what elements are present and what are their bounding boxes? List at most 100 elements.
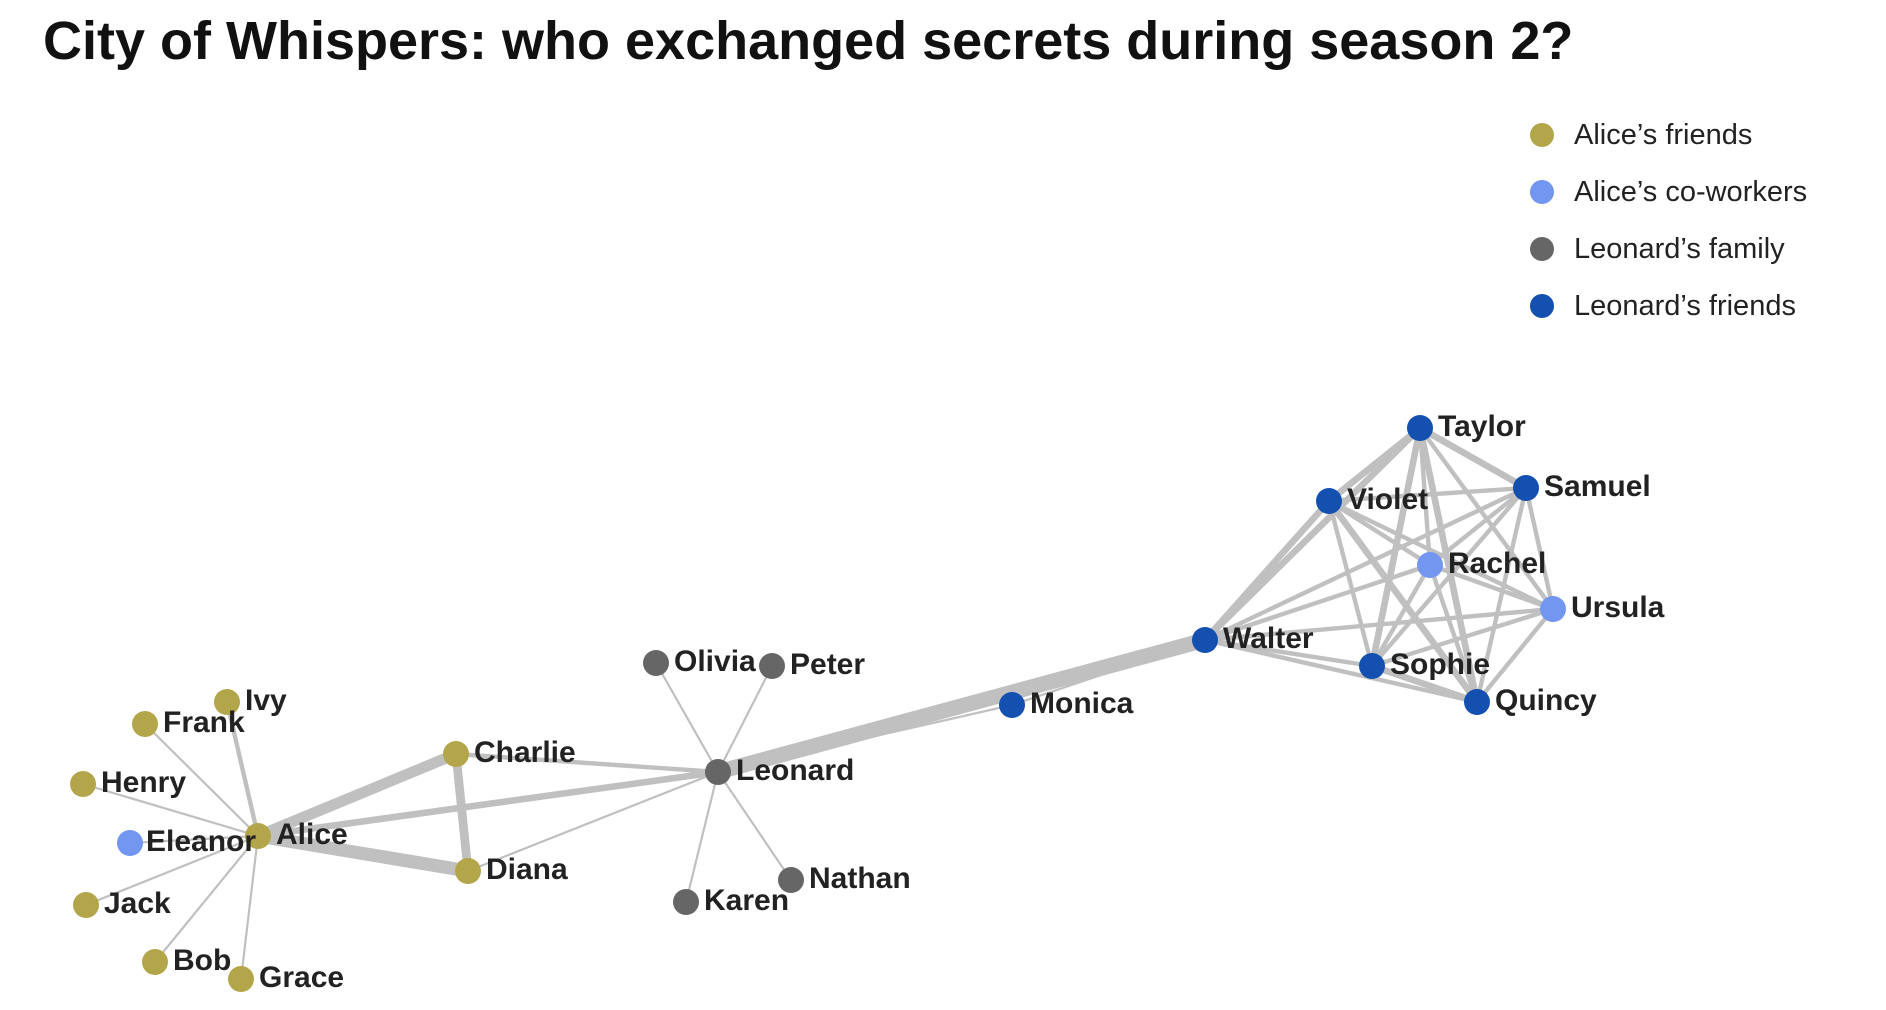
edge-rachel-sophie: [1369, 562, 1433, 669]
edge-leonard-nathan: [716, 770, 793, 882]
edge-alice-diana: [251, 829, 475, 878]
node-olivia: [643, 650, 669, 676]
edge-diana-leonard: [466, 770, 720, 873]
legend-item: Leonard’s friends: [1530, 286, 1796, 326]
edge-rachel-ursula: [1427, 562, 1556, 612]
legend-item: Alice’s co-workers: [1530, 172, 1807, 212]
edge-taylor-quincy: [1416, 424, 1481, 706]
node-label-rachel: Rachel: [1448, 547, 1546, 580]
node-label-nathan: Nathan: [809, 862, 911, 895]
edge-alice-frank: [143, 722, 260, 838]
edge-alice-jack: [84, 834, 260, 907]
node-label-quincy: Quincy: [1495, 684, 1597, 717]
edge-alice-bob: [153, 834, 260, 964]
legend-label: Leonard’s family: [1574, 232, 1785, 265]
nodes-layer: [70, 415, 1566, 992]
edge-samuel-sophie: [1369, 485, 1529, 669]
legend-swatch: [1530, 123, 1554, 147]
edge-sophie-quincy: [1368, 662, 1481, 706]
legend-swatch: [1530, 294, 1554, 318]
edge-samuel-quincy: [1474, 485, 1529, 705]
legend-item: Leonard’s family: [1530, 229, 1785, 269]
edge-alice-charlie: [252, 748, 462, 842]
node-samuel: [1513, 475, 1539, 501]
edge-charlie-diana: [451, 749, 473, 876]
node-ursula: [1540, 596, 1566, 622]
edge-taylor-samuel: [1416, 424, 1530, 492]
node-label-violet: Violet: [1347, 483, 1428, 516]
node-alice: [245, 823, 271, 849]
node-grace: [228, 966, 254, 992]
edge-alice-ivy: [224, 699, 261, 839]
node-label-peter: Peter: [790, 648, 865, 681]
edge-leonard-karen: [684, 770, 720, 904]
node-ivy: [214, 689, 240, 715]
node-label-diana: Diana: [486, 853, 568, 886]
node-quincy: [1464, 689, 1490, 715]
node-label-walter: Walter: [1223, 622, 1314, 655]
node-bob: [142, 949, 168, 975]
edge-violet-sophie: [1326, 498, 1375, 669]
legend-label: Leonard’s friends: [1574, 289, 1796, 322]
edge-ursula-quincy: [1474, 606, 1556, 705]
edges-layer: [81, 424, 1556, 981]
edge-leonard-walter: [710, 632, 1213, 780]
node-violet: [1316, 488, 1342, 514]
edge-alice-henry: [81, 782, 260, 838]
edge-violet-samuel: [1326, 485, 1529, 504]
node-label-alice: Alice: [276, 818, 348, 851]
node-charlie: [443, 741, 469, 767]
node-label-charlie: Charlie: [474, 736, 576, 769]
node-peter: [759, 653, 785, 679]
node-jack: [73, 892, 99, 918]
node-label-grace: Grace: [259, 961, 344, 994]
edge-taylor-sophie: [1368, 424, 1424, 670]
edge-samuel-ursula: [1523, 485, 1556, 612]
legend-item: Alice’s friends: [1530, 115, 1752, 155]
edge-violet-quincy: [1325, 497, 1481, 706]
node-henry: [70, 771, 96, 797]
edge-leonard-monica: [716, 703, 1014, 774]
node-label-taylor: Taylor: [1438, 410, 1526, 443]
node-diana: [455, 858, 481, 884]
labels-layer: Alice Bob Charlie Diana Eleanor Frank Grace Hen…: [101, 410, 1665, 994]
legend-label: Alice’s friends: [1574, 118, 1753, 151]
node-label-frank: Frank: [163, 706, 245, 739]
node-label-leonard: Leonard: [736, 754, 854, 787]
edge-taylor-violet: [1325, 424, 1424, 505]
edge-charlie-leonard: [453, 751, 721, 775]
node-label-olivia: Olivia: [674, 645, 756, 678]
node-rachel: [1417, 552, 1443, 578]
node-eleanor: [117, 830, 143, 856]
node-label-samuel: Samuel: [1544, 470, 1651, 503]
node-leonard: [705, 759, 731, 785]
node-label-bob: Bob: [173, 944, 231, 977]
node-karen: [673, 889, 699, 915]
edge-samuel-rachel: [1427, 485, 1529, 568]
edge-leonard-peter: [716, 664, 774, 774]
node-label-sophie: Sophie: [1390, 648, 1490, 681]
node-monica: [999, 692, 1025, 718]
node-label-ursula: Ursula: [1571, 591, 1665, 624]
node-sophie: [1359, 653, 1385, 679]
legend-swatch: [1530, 180, 1554, 204]
edge-leonard-olivia: [654, 661, 720, 774]
node-label-ivy: Ivy: [245, 684, 287, 717]
edge-walter-monica: [1010, 638, 1207, 707]
edge-walter-samuel: [1202, 485, 1529, 643]
node-walter: [1192, 627, 1218, 653]
node-label-henry: Henry: [101, 766, 186, 799]
node-nathan: [778, 867, 804, 893]
legend-label: Alice’s co-workers: [1574, 175, 1808, 208]
edge-walter-quincy: [1202, 637, 1480, 705]
edge-walter-violet: [1201, 497, 1333, 644]
edge-rachel-quincy: [1427, 562, 1480, 705]
page-title: City of Whispers: who exchanged secrets …: [43, 11, 1574, 71]
node-label-monica: Monica: [1030, 687, 1134, 720]
node-frank: [132, 711, 158, 737]
edge-alice-eleanor: [128, 834, 260, 845]
node-label-jack: Jack: [104, 887, 171, 920]
node-label-eleanor: Eleanor: [146, 825, 256, 858]
edge-alice-leonard: [254, 768, 722, 840]
